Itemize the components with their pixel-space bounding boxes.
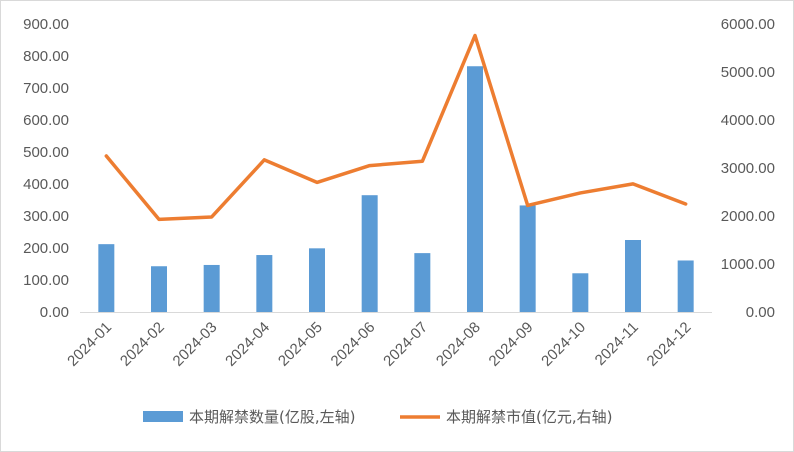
right-tick-label: 0.00 xyxy=(746,304,775,321)
left-tick-label: 400.00 xyxy=(23,176,69,193)
bar-2024-10 xyxy=(572,273,589,312)
legend-label-bar: 本期解禁数量(亿股,左轴) xyxy=(189,408,355,426)
right-tick-label: 1000.00 xyxy=(721,256,775,273)
x-tick-label: 2024-05 xyxy=(275,319,326,370)
bar-2024-03 xyxy=(203,264,220,312)
bar-2024-04 xyxy=(256,255,273,312)
left-tick-label: 500.00 xyxy=(23,144,69,161)
left-tick-label: 0.00 xyxy=(40,304,69,321)
left-tick-label: 100.00 xyxy=(23,272,69,289)
left-tick-label: 900.00 xyxy=(23,16,69,33)
bar-series xyxy=(80,66,712,313)
line-series xyxy=(104,33,688,222)
bar-2024-12 xyxy=(677,260,694,312)
bar-2024-11 xyxy=(625,240,641,312)
left-tick-label: 700.00 xyxy=(23,80,69,97)
x-tick-label: 2024-07 xyxy=(380,319,431,370)
right-tick-label: 6000.00 xyxy=(721,16,775,33)
line-path xyxy=(104,33,688,222)
x-tick-label: 2024-12 xyxy=(644,319,695,370)
right-tick-label: 2000.00 xyxy=(721,208,775,225)
legend-swatch-bar xyxy=(143,411,183,422)
right-tick-label: 5000.00 xyxy=(721,64,775,81)
x-axis: 2024-01 2024-02 2024-03 2024-04 2024-05 2024-… xyxy=(64,319,694,370)
bar-2024-07 xyxy=(414,253,431,312)
left-axis: 0.00 100.00 200.00 300.00 400.00 500.00 600.00… xyxy=(23,16,69,321)
x-tick-label: 2024-03 xyxy=(170,319,221,370)
bar-2024-05 xyxy=(309,248,325,312)
bar-2024-06 xyxy=(361,195,378,312)
bar-2024-01 xyxy=(98,244,115,312)
x-tick-label: 2024-11 xyxy=(592,319,642,369)
legend: 本期解禁数量(亿股,左轴) 本期解禁市值(亿元,右轴) xyxy=(143,408,612,426)
x-tick-label: 2024-06 xyxy=(328,319,379,370)
right-tick-label: 4000.00 xyxy=(721,112,775,129)
x-tick-label: 2024-04 xyxy=(222,319,273,370)
bar-2024-08 xyxy=(467,66,483,313)
x-tick-label: 2024-09 xyxy=(486,319,537,370)
left-tick-label: 200.00 xyxy=(23,240,69,257)
left-tick-label: 300.00 xyxy=(23,208,69,225)
right-tick-label: 3000.00 xyxy=(721,160,775,177)
x-tick-label: 2024-01 xyxy=(64,319,115,370)
x-tick-label: 2024-02 xyxy=(117,319,168,370)
left-tick-label: 800.00 xyxy=(23,48,69,65)
x-tick-label: 2024-10 xyxy=(538,319,589,370)
bar-2024-09 xyxy=(519,205,536,312)
x-tick-label: 2024-08 xyxy=(433,319,484,370)
right-axis: 0.00 1000.00 2000.00 3000.00 4000.00 5000.00 6… xyxy=(721,16,775,321)
left-tick-label: 600.00 xyxy=(23,112,69,129)
bar-2024-02 xyxy=(151,266,167,312)
legend-label-line: 本期解禁市值(亿元,右轴) xyxy=(446,408,612,426)
